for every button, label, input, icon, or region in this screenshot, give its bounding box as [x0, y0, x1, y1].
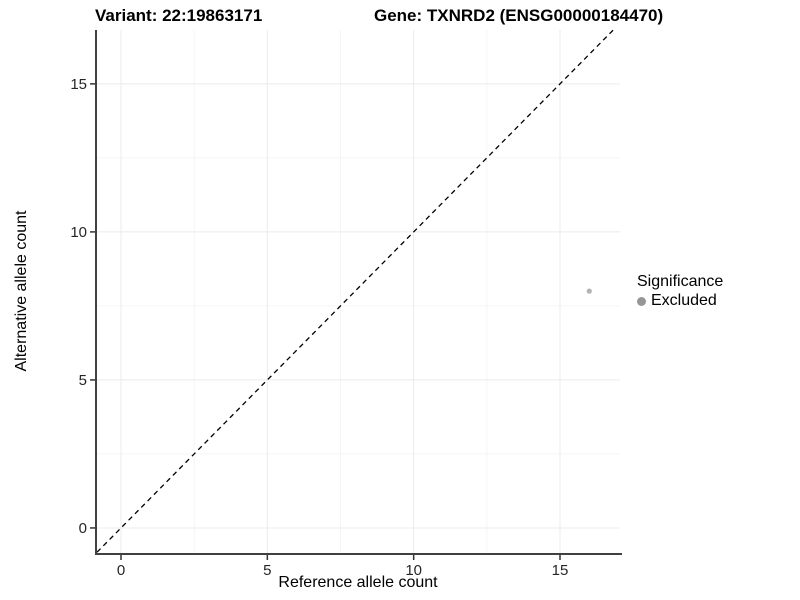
- y-tick-label: 10: [70, 224, 87, 241]
- identity-dashed-line: [96, 29, 614, 553]
- x-tick-label: 0: [117, 562, 125, 579]
- data-point: [586, 288, 592, 294]
- x-tick-label: 15: [552, 562, 569, 579]
- gene-title: Gene: TXNRD2 (ENSG00000184470): [374, 6, 664, 25]
- legend-entry-label: Excluded: [651, 292, 717, 309]
- y-tick-label: 15: [70, 76, 87, 93]
- legend-key-dot-icon: [637, 296, 646, 306]
- y-tick-label: 0: [79, 520, 87, 537]
- x-tick-label: 5: [263, 562, 271, 579]
- legend-title: Significance: [637, 273, 724, 290]
- variant-title: Variant: 22:19863171: [95, 6, 263, 25]
- legend-entry-excluded: Excluded: [637, 292, 723, 310]
- legend: Significance Excluded: [637, 273, 723, 310]
- y-tick-label: 5: [79, 372, 87, 389]
- x-axis-label: Reference allele count: [278, 574, 438, 591]
- x-tick-label: 10: [405, 562, 422, 579]
- y-axis-label: Alternative allele count: [13, 210, 30, 372]
